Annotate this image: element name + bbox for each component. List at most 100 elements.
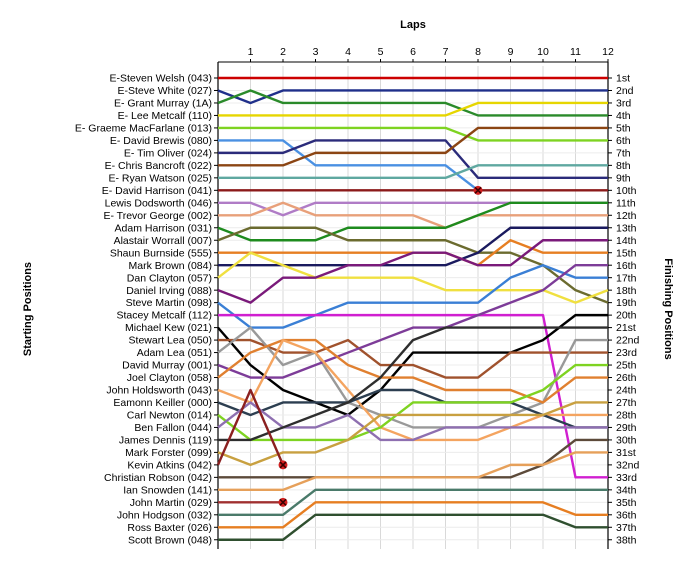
left-axis-title: Starting Positions xyxy=(22,262,34,356)
starting-position-label: E- Lee Metcalf (110) xyxy=(118,110,212,122)
finishing-position-label: 32nd xyxy=(616,459,640,471)
series-line-12 xyxy=(218,201,608,229)
starting-position-label: Mark Brown (084) xyxy=(129,260,212,272)
starting-position-label: Daniel Irving (088) xyxy=(126,285,212,297)
starting-position-label: James Dennis (119) xyxy=(119,435,212,447)
series-line-18 xyxy=(217,239,608,304)
starting-position-label: Stewart Lea (050) xyxy=(129,335,212,347)
axes xyxy=(214,59,612,549)
starting-position-label: Kevin Atkins (042) xyxy=(127,459,212,471)
finishing-position-label: 29th xyxy=(616,422,637,434)
finishing-position-label: 20th xyxy=(616,310,637,322)
x-tick-label: 9 xyxy=(508,46,514,58)
finishing-position-label: 31st xyxy=(616,447,636,459)
starting-position-label: Adam Lea (051) xyxy=(137,347,212,359)
finishing-position-label: 35th xyxy=(616,497,637,509)
finishing-position-label: 4th xyxy=(616,110,631,122)
series-line-34 xyxy=(218,451,608,492)
starting-position-label: E- Trevor George (002) xyxy=(103,210,212,222)
finishing-position-label: 27th xyxy=(616,397,637,409)
starting-position-label: Stacey Metcalf (112) xyxy=(116,310,212,322)
starting-position-label: E-Steve White (027) xyxy=(117,85,212,97)
x-tick-label: 5 xyxy=(378,46,384,58)
series-line-6 xyxy=(218,139,479,192)
series-line-32 xyxy=(216,388,285,466)
starting-position-label: Alastair Worrall (007) xyxy=(114,235,212,247)
series-line-22 xyxy=(218,338,608,379)
starting-position-label: Shaun Burnside (555) xyxy=(110,247,212,259)
starting-position-label: Ben Fallon (044) xyxy=(134,422,212,434)
starting-position-label: Ian Snowden (141) xyxy=(123,484,212,496)
right-axis-title: Finishing Positions xyxy=(662,258,674,359)
x-axis-title: Laps xyxy=(400,19,426,31)
dnf-markers xyxy=(278,185,483,507)
starting-position-label: E- Chris Bancroft (022) xyxy=(105,160,212,172)
series-line-37 xyxy=(218,501,608,529)
starting-position-label: Scott Brown (048) xyxy=(128,534,212,546)
finishing-position-label: 30th xyxy=(616,435,637,447)
finishing-position-label: 8th xyxy=(616,160,631,172)
starting-position-label: John Hodgson (032) xyxy=(117,509,212,521)
finishing-position-label: 9th xyxy=(616,172,631,184)
starting-position-label: Adam Harrison (031) xyxy=(115,222,212,234)
series-line-19 xyxy=(217,264,608,329)
starting-position-label: E- Tim Oliver (024) xyxy=(124,147,212,159)
series-line-24 xyxy=(217,264,608,379)
starting-position-label: Eamonn Keiller (000) xyxy=(113,397,212,409)
finishing-position-label: 6th xyxy=(616,135,631,147)
finishing-position-label: 2nd xyxy=(616,85,634,97)
x-tick-label: 10 xyxy=(537,46,549,58)
finishing-position-labels: 1st2nd3rd4th5th6th7th8th9th10th11th12th1… xyxy=(616,73,640,547)
x-tick-label: 11 xyxy=(570,46,581,58)
series-line-5 xyxy=(218,126,608,142)
finishing-position-label: 36th xyxy=(616,509,637,521)
starting-position-label: David Murray (001) xyxy=(122,360,212,372)
starting-position-label: Christian Robson (042) xyxy=(104,472,212,484)
starting-position-labels: E-Steven Welsh (043)E-Steve White (027)E… xyxy=(75,73,212,547)
starting-position-label: E- David Brewis (080) xyxy=(110,135,212,147)
finishing-position-label: 5th xyxy=(616,123,631,135)
x-tick-labels: 1 2 3 4 5 6 7 8 9 10 11 12 xyxy=(248,46,614,58)
finishing-position-label: 28th xyxy=(616,410,637,422)
finishing-position-label: 24th xyxy=(616,385,637,397)
finishing-position-label: 22nd xyxy=(616,335,640,347)
starting-position-label: Dan Clayton (057) xyxy=(127,272,212,284)
x-tick-label: 4 xyxy=(345,46,351,58)
series-lines xyxy=(216,76,609,541)
starting-position-label: John Martin (029) xyxy=(130,497,212,509)
x-tick-label: 12 xyxy=(602,46,614,58)
starting-position-label: E- Graeme MacFarlane (013) xyxy=(75,123,212,135)
finishing-position-label: 38th xyxy=(616,534,637,546)
dnf-cross-32 xyxy=(279,461,287,469)
x-tick-label: 2 xyxy=(280,46,286,58)
dnf-cross-6 xyxy=(474,186,482,194)
series-line-4 xyxy=(218,101,608,117)
starting-position-label: E- Grant Murray (1A) xyxy=(114,98,212,110)
finishing-position-label: 12th xyxy=(616,210,637,222)
starting-position-label: E- David Harrison (041) xyxy=(102,185,212,197)
finishing-position-label: 17th xyxy=(616,272,637,284)
series-line-13 xyxy=(217,201,608,242)
finishing-position-label: 10th xyxy=(616,185,637,197)
series-line-9 xyxy=(218,164,608,180)
finishing-position-label: 15th xyxy=(616,247,637,259)
finishing-position-label: 18th xyxy=(616,285,637,297)
starting-position-label: Joel Clayton (058) xyxy=(127,372,212,384)
finishing-position-label: 16th xyxy=(616,260,637,272)
finishing-position-label: 33rd xyxy=(616,472,637,484)
series-line-7 xyxy=(218,139,608,180)
x-tick-label: 3 xyxy=(313,46,319,58)
starting-position-label: John Holdsworth (043) xyxy=(106,385,212,397)
series-line-30 xyxy=(218,326,608,442)
x-tick-label: 6 xyxy=(410,46,416,58)
starting-position-label: Steve Martin (098) xyxy=(126,297,212,309)
finishing-position-label: 21st xyxy=(616,322,636,334)
finishing-position-label: 3rd xyxy=(616,98,631,110)
finishing-position-label: 14th xyxy=(616,235,637,247)
series-line-38 xyxy=(218,513,608,541)
starting-position-label: Carl Newton (014) xyxy=(127,410,212,422)
series-line-3 xyxy=(217,89,608,117)
finishing-position-label: 23rd xyxy=(616,347,637,359)
series-line-20 xyxy=(218,313,608,479)
